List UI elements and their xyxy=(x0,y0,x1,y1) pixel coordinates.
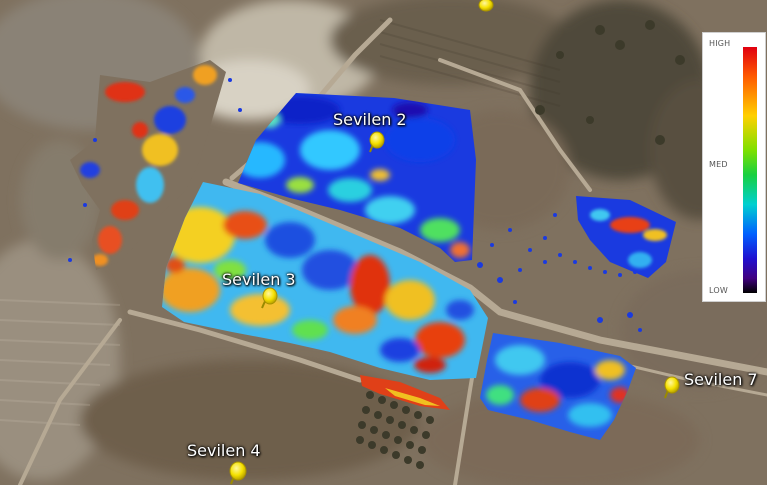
legend-high-label: HIGH xyxy=(709,39,731,48)
legend-color-ramp xyxy=(743,47,757,293)
legend-low-label: LOW xyxy=(709,286,728,295)
label-sevilen-7: Sevilen 7 xyxy=(684,370,758,389)
label-sevilen-2: Sevilen 2 xyxy=(333,110,407,129)
map-pin-top[interactable] xyxy=(478,0,494,12)
map-pin-sevilen-3[interactable] xyxy=(261,287,278,309)
map-pin-sevilen-7[interactable] xyxy=(664,376,680,399)
dirt-roads xyxy=(18,17,767,485)
heatmap-strip-sevilen-3-south xyxy=(360,375,450,410)
label-sevilen-3: Sevilen 3 xyxy=(222,270,296,289)
olive-grove xyxy=(356,20,685,469)
map-pin-sevilen-2[interactable] xyxy=(369,131,385,153)
label-sevilen-4: Sevilen 4 xyxy=(187,441,261,460)
heatmap-speckles xyxy=(68,78,642,332)
map-pin-sevilen-4[interactable] xyxy=(229,461,247,485)
field-rows xyxy=(0,19,561,426)
legend-med-label: MED xyxy=(709,160,728,169)
heatmap-legend: HIGH MED LOW xyxy=(702,32,766,302)
